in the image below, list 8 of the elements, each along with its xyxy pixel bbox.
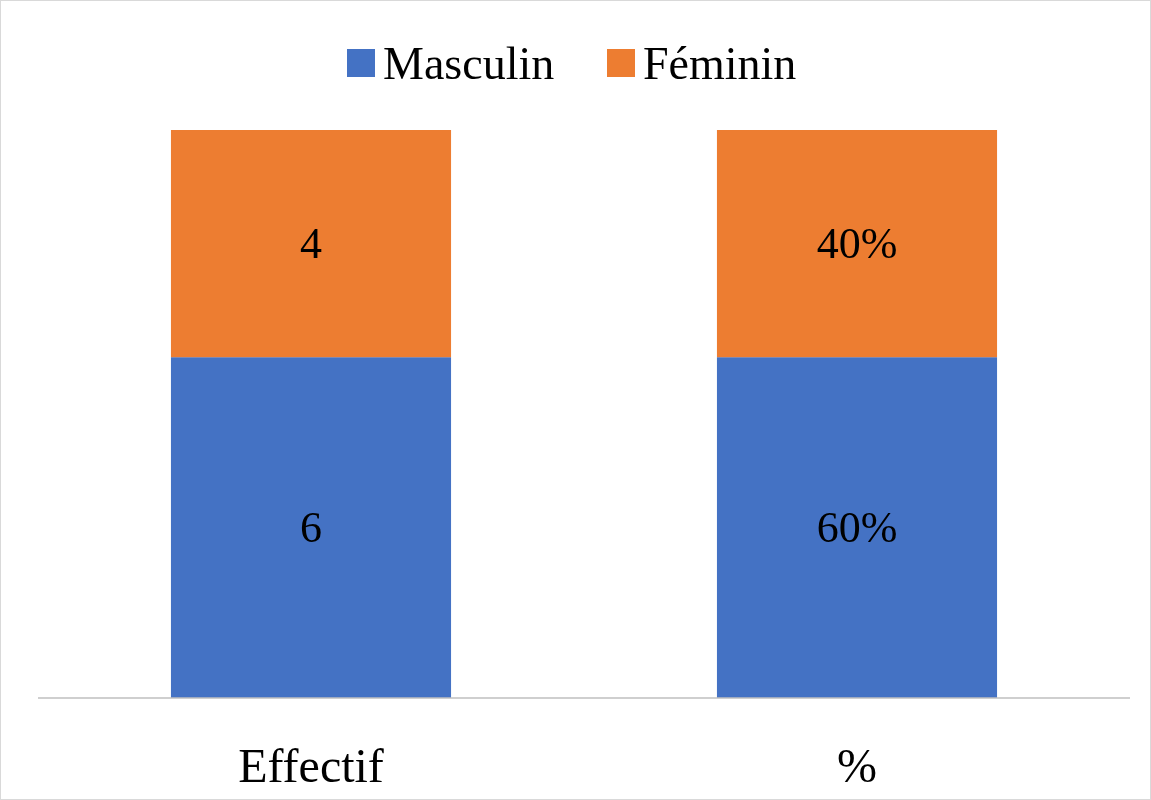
data-label: 4: [300, 219, 322, 269]
data-label: 60%: [816, 503, 898, 553]
data-label: 6: [300, 503, 322, 553]
x-tick-label: %: [837, 738, 877, 792]
legend-label: Féminin: [643, 37, 797, 89]
legend-label: Masculin: [383, 37, 555, 89]
data-label: 40%: [816, 219, 898, 269]
x-tick-label: Effectif: [238, 738, 384, 792]
